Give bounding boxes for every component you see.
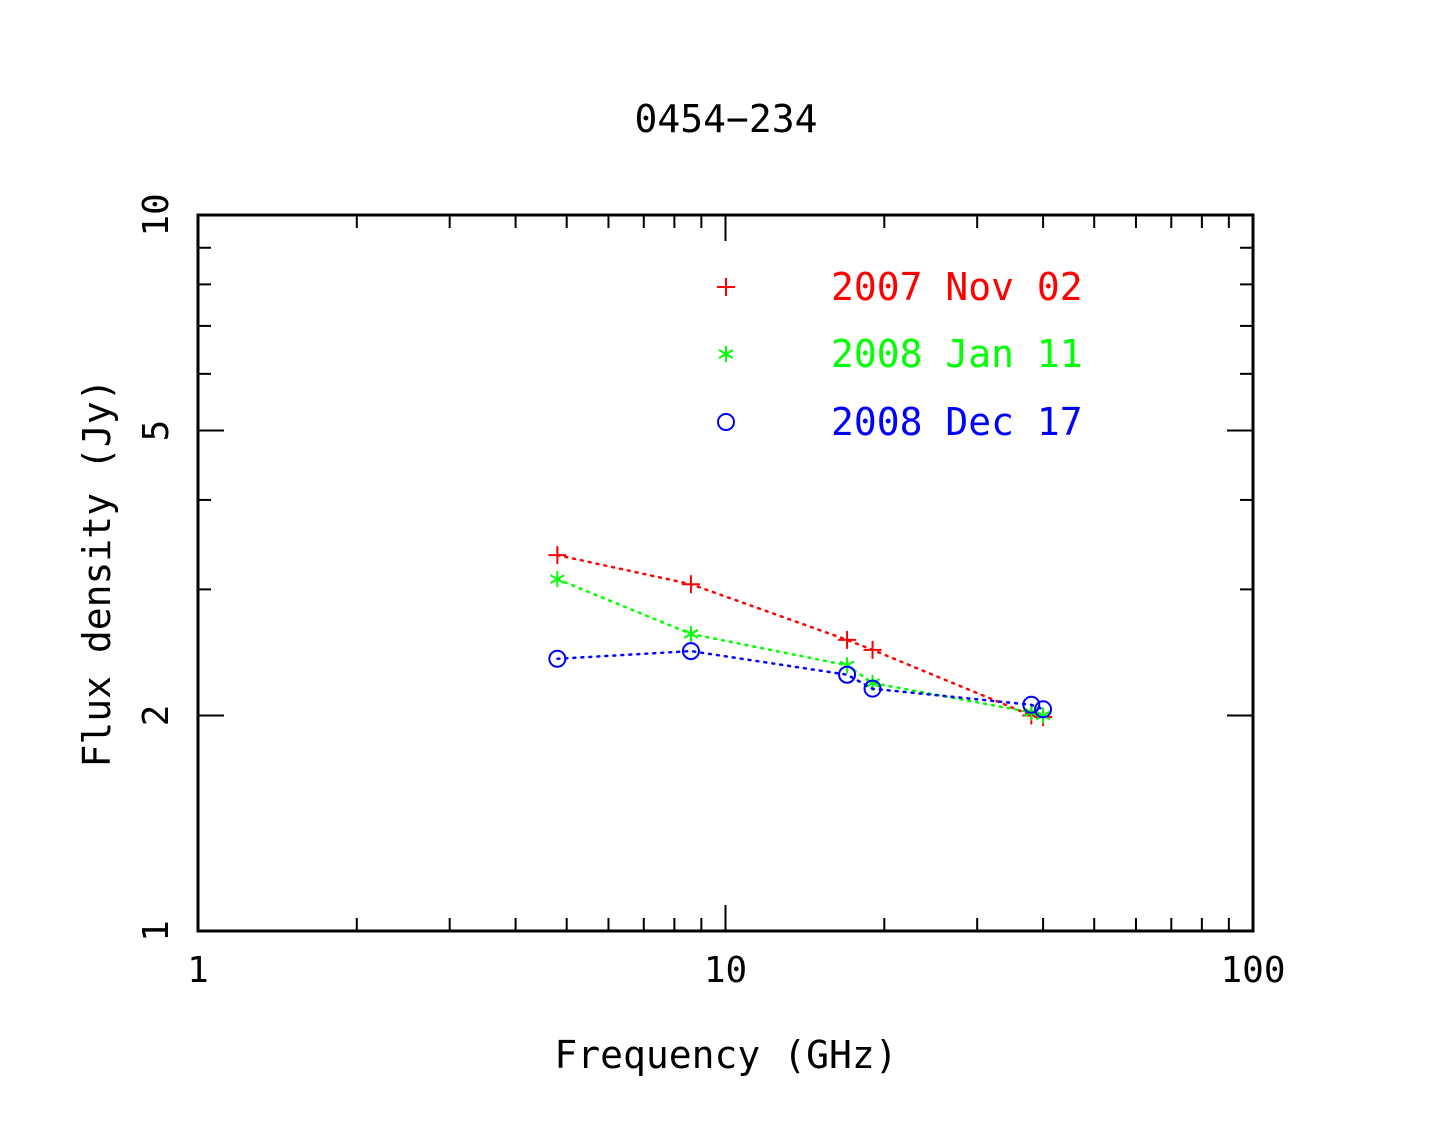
y-tick-label: 2: [136, 705, 177, 727]
data-series: [548, 546, 1053, 727]
data-point: [681, 642, 700, 661]
chart-title: 0454−234: [634, 97, 817, 141]
y-tick-label: 1: [136, 920, 177, 942]
y-axis-label: Flux density (Jy): [75, 379, 119, 768]
data-point: [1034, 700, 1053, 719]
legend-marker: [717, 413, 735, 431]
plot-area: 1 10 100 1 2 5 10: [136, 193, 1286, 991]
legend: 2007 Nov 02 2008 Jan 11 2008 Dec 17: [717, 265, 1083, 444]
y-tick-label: 10: [136, 193, 177, 236]
data-point: [838, 665, 857, 684]
data-point: [1022, 695, 1041, 714]
plot-frame: [196, 213, 1255, 933]
x-tick-label: 10: [704, 950, 747, 991]
legend-marker: [717, 278, 735, 296]
series-2008-jan-11: [549, 571, 1051, 724]
data-point: [683, 625, 699, 642]
data-point: [863, 640, 882, 659]
series-2008-dec-17: [548, 642, 1053, 719]
legend-marker: [718, 346, 734, 362]
data-point: [549, 571, 565, 588]
axis-ticks: [197, 214, 1254, 932]
x-tick-label: 1: [187, 950, 209, 991]
data-point: [548, 546, 567, 565]
data-point: [548, 649, 567, 668]
data-point: [838, 630, 857, 649]
legend-label: 2008 Dec 17: [831, 400, 1083, 444]
y-tick-label: 5: [136, 420, 177, 442]
data-point: [839, 657, 855, 674]
x-axis-label: Frequency (GHz): [554, 1033, 897, 1077]
x-tick-label: 100: [1220, 950, 1285, 991]
data-point: [863, 679, 882, 698]
axis-tick-labels: 1 10 100 1 2 5 10: [136, 193, 1286, 991]
legend-label: 2008 Jan 11: [831, 332, 1083, 376]
legend-label: 2007 Nov 02: [831, 265, 1083, 309]
series-line: [556, 649, 1045, 711]
data-point: [681, 575, 700, 594]
series-line: [556, 577, 1045, 717]
data-point: [1035, 707, 1051, 724]
series-line: [556, 553, 1045, 719]
